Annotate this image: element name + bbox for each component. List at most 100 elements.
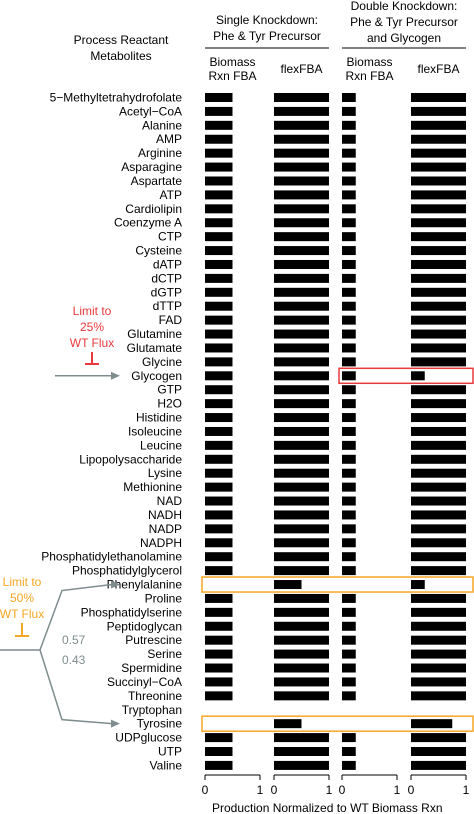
- bar: [342, 190, 356, 200]
- bar: [205, 566, 233, 576]
- bar: [274, 621, 329, 631]
- category-label: CTP: [158, 230, 182, 244]
- bar: [342, 315, 356, 325]
- bar: [411, 162, 466, 172]
- bar: [411, 426, 466, 436]
- bar: [274, 538, 329, 548]
- category-label: Coenzyme A: [114, 216, 182, 230]
- bar: [274, 426, 329, 436]
- category-label: Acetyl−CoA: [119, 104, 182, 118]
- bar: [205, 747, 233, 757]
- x-tick-label: 0: [339, 783, 346, 797]
- row-header-label: Metabolites: [90, 49, 151, 63]
- bar: [274, 649, 329, 659]
- bar: [274, 580, 302, 590]
- bar: [274, 733, 329, 743]
- bar: [205, 538, 233, 548]
- bar: [342, 691, 356, 701]
- bar: [205, 190, 233, 200]
- bar: [274, 454, 329, 464]
- bar: [342, 329, 356, 339]
- bar: [342, 677, 356, 687]
- bar: [205, 148, 233, 158]
- bar: [342, 663, 356, 673]
- bar: [411, 232, 466, 242]
- bar: [274, 440, 329, 450]
- bar: [342, 93, 356, 102]
- bar: [274, 399, 329, 409]
- group-title: Single Knockdown:: [216, 13, 318, 27]
- bar: [274, 468, 329, 478]
- bar: [411, 218, 466, 228]
- bar: [205, 635, 233, 645]
- bar: [411, 190, 466, 200]
- bar: [274, 273, 329, 283]
- x-tick-label: 1: [463, 783, 470, 797]
- bar: [342, 538, 356, 548]
- bar: [205, 273, 233, 283]
- annotation-limit-50: WT Flux: [0, 607, 44, 621]
- bar: [274, 677, 329, 687]
- bar: [274, 120, 329, 130]
- x-axis-label: Production Normalized to WT Biomass Rxn: [212, 801, 443, 814]
- bar: [274, 134, 329, 144]
- bar: [274, 204, 329, 214]
- category-label: Serine: [147, 647, 182, 661]
- category-label: Asparagine: [121, 160, 182, 174]
- bar: [342, 204, 356, 214]
- bar: [205, 385, 233, 395]
- bar: [205, 106, 233, 116]
- category-label: Aspartate: [131, 174, 183, 188]
- bar: [274, 663, 329, 673]
- x-tick-label: 0: [271, 783, 278, 797]
- bar: [411, 148, 466, 158]
- bar: [342, 218, 356, 228]
- category-label: NADP: [149, 522, 182, 536]
- category-label: ATP: [160, 188, 182, 202]
- category-label: Arginine: [138, 146, 182, 160]
- bar: [411, 719, 453, 729]
- bar: [342, 482, 356, 492]
- bar: [411, 677, 466, 687]
- bar: [342, 148, 356, 158]
- category-label: Phenylalanine: [107, 578, 183, 592]
- bar: [274, 287, 329, 297]
- bar: [205, 204, 233, 214]
- bar: [342, 259, 356, 269]
- x-tick-label: 0: [408, 783, 415, 797]
- category-label: dGTP: [151, 285, 182, 299]
- category-label: FAD: [159, 313, 183, 327]
- annotation-limit-50: Limit to: [3, 575, 42, 589]
- bar: [274, 524, 329, 534]
- bar: [411, 371, 425, 381]
- bar: [205, 524, 233, 534]
- bar: [205, 232, 233, 242]
- bar: [411, 413, 466, 423]
- bar: [205, 287, 233, 297]
- bar: [274, 148, 329, 158]
- bar: [205, 663, 233, 673]
- category-label: Threonine: [128, 689, 182, 703]
- category-label: Putrescine: [125, 633, 182, 647]
- bar: [411, 733, 466, 743]
- bar: [205, 343, 233, 353]
- bar: [342, 385, 356, 395]
- highlight-box: [201, 576, 474, 593]
- bar: [411, 176, 466, 186]
- bar: [342, 747, 356, 757]
- group-title: Phe & Tyr Precursor: [350, 15, 458, 29]
- bar: [342, 273, 356, 283]
- bar: [411, 273, 466, 283]
- bar: [205, 176, 233, 186]
- row-header-label: Process Reactant: [74, 33, 169, 47]
- bar: [411, 106, 466, 116]
- bar: [274, 106, 329, 116]
- bar: [274, 218, 329, 228]
- bar: [411, 691, 466, 701]
- bar: [205, 454, 233, 464]
- bar: [274, 510, 329, 520]
- category-label: Methionine: [123, 480, 182, 494]
- bar: [342, 106, 356, 116]
- bar: [411, 621, 466, 631]
